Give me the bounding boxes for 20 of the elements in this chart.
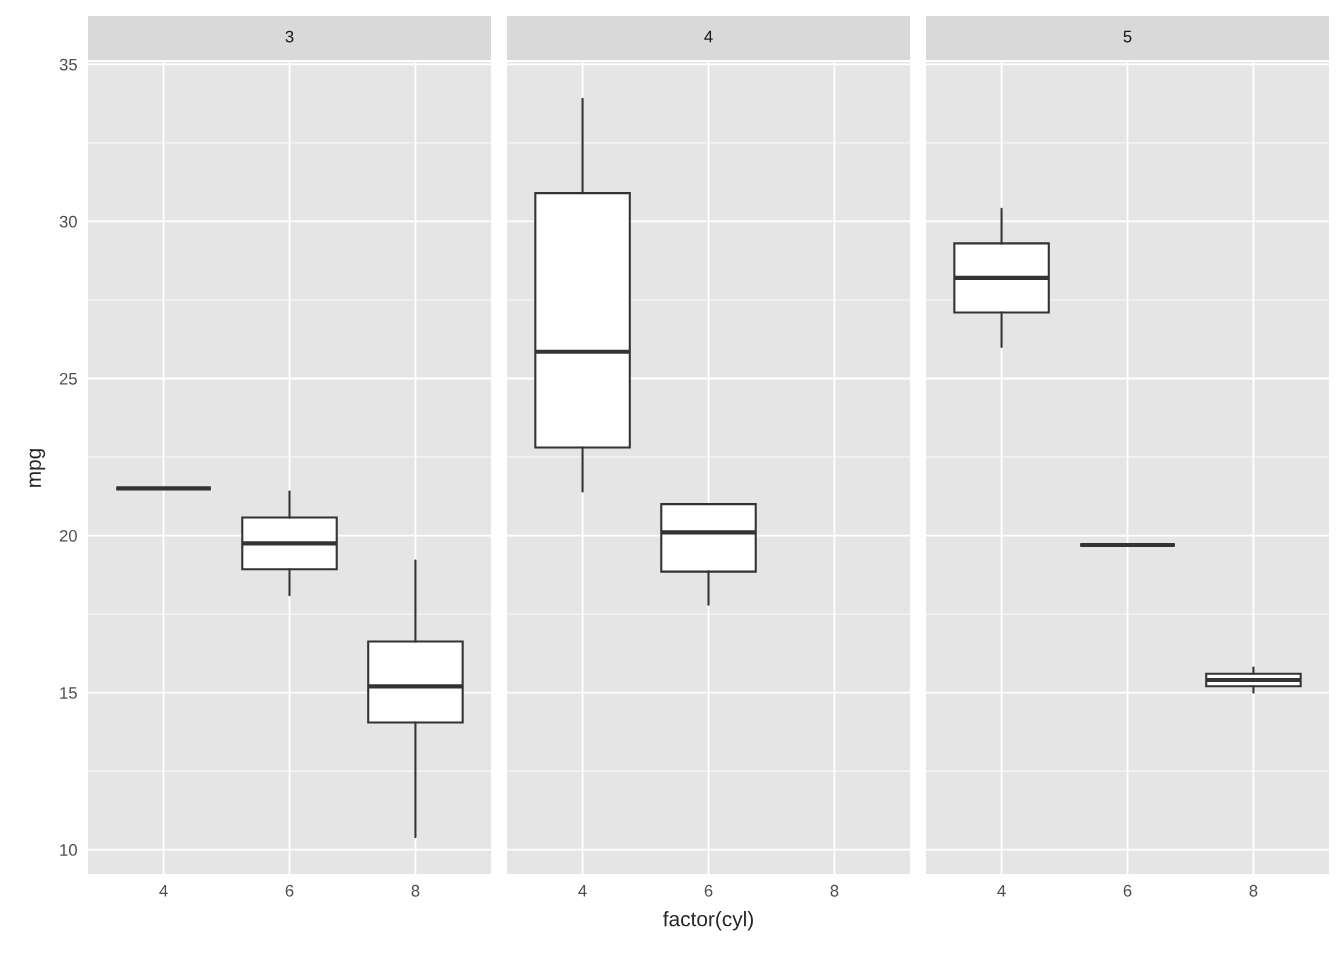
x-tick-label: 4 <box>578 885 587 897</box>
x-tick-label: 4 <box>159 885 168 897</box>
chart-title: 3 <box>285 30 294 43</box>
x-tick-label: 6 <box>704 884 713 897</box>
y-tick-label: 10 <box>60 844 77 856</box>
y-tick-label: 15 <box>60 687 77 699</box>
x-tick-label: 6 <box>285 884 294 897</box>
x-tick-label: 8 <box>411 884 420 897</box>
x-axis-title: factor(cyl) <box>663 911 753 931</box>
x-tick-label: 4 <box>997 885 1006 897</box>
y-axis-title: mpg <box>29 449 46 487</box>
y-tick-label: 20 <box>59 529 77 542</box>
x-tick-label: 8 <box>830 884 839 897</box>
chart-title: 5 <box>1123 30 1132 43</box>
x-tick-label: 8 <box>1249 884 1258 897</box>
chart-title: 4 <box>704 30 713 43</box>
y-tick-label: 25 <box>59 372 77 385</box>
x-tick-label: 6 <box>1123 884 1132 897</box>
y-tick-label: 35 <box>59 58 77 71</box>
y-tick-label: 30 <box>59 215 77 228</box>
